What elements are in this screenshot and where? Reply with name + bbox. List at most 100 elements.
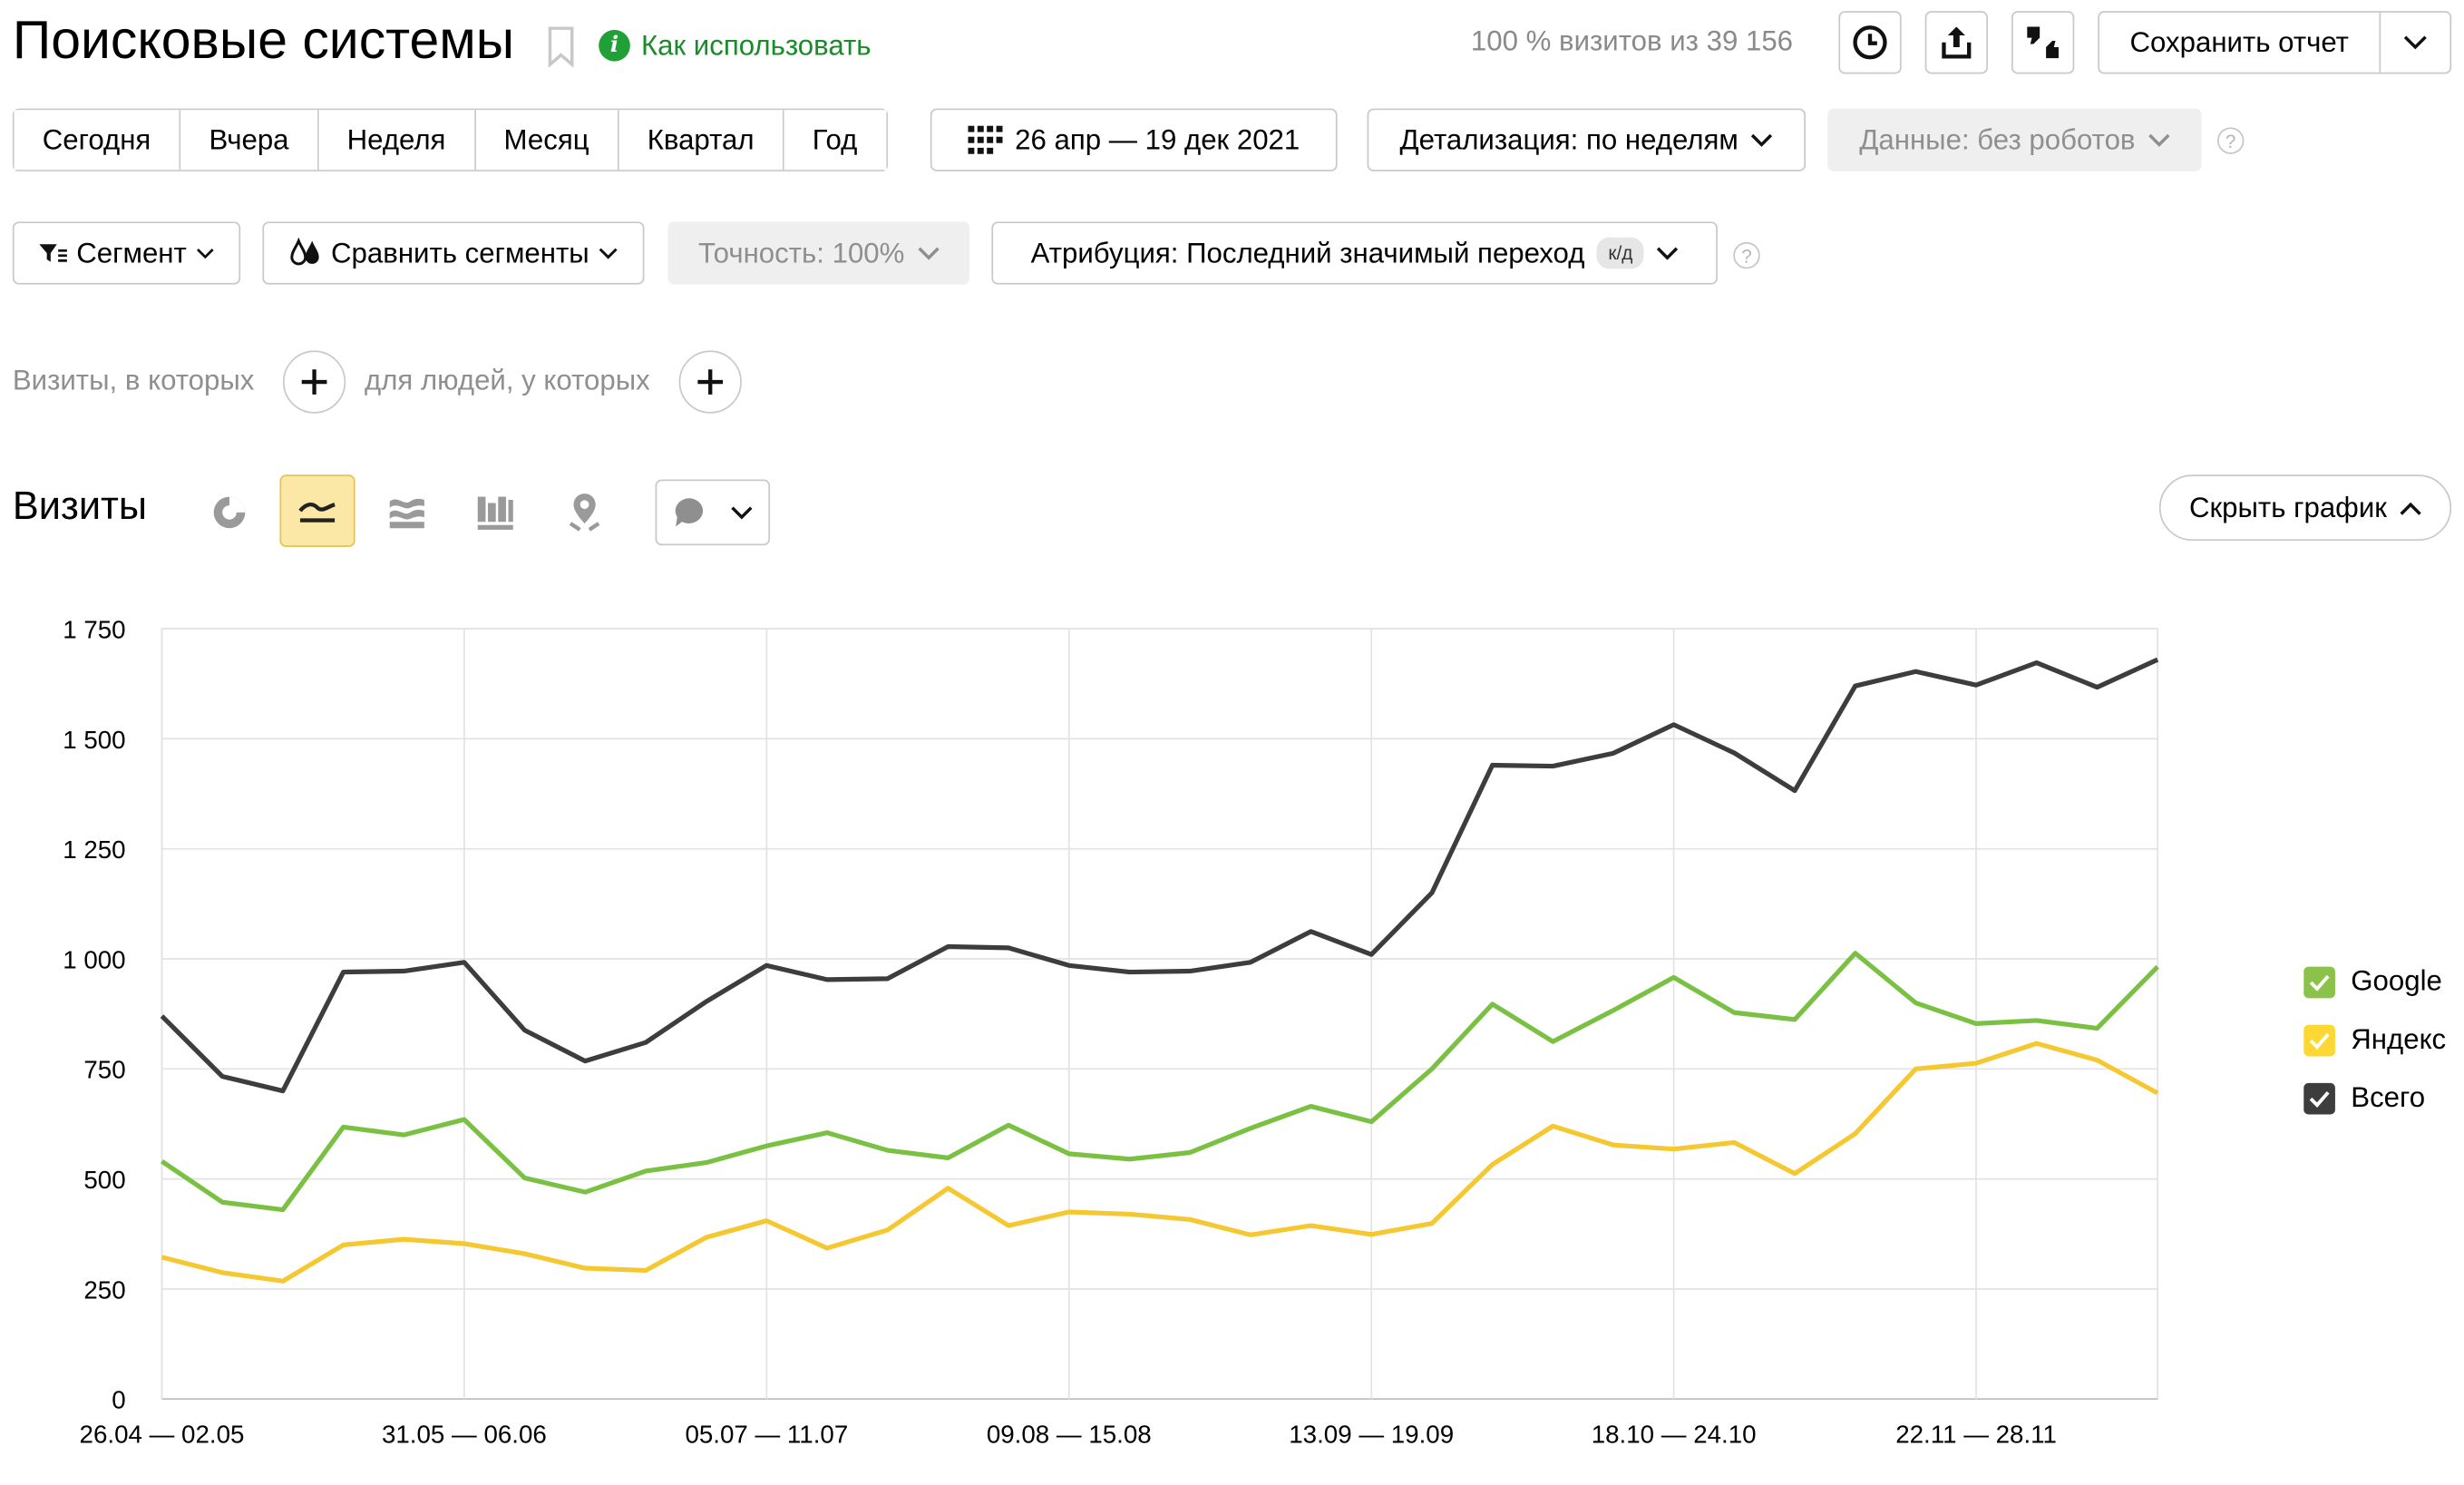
- period-selector: Сегодня Вчера Неделя Месяц Квартал Год: [12, 108, 888, 171]
- annotations-dropdown[interactable]: [655, 479, 771, 546]
- chevron-up-icon: [2400, 501, 2421, 514]
- compare-segments-dropdown[interactable]: Сравнить сегменты: [262, 221, 645, 285]
- x-tick-label: 26.04 — 02.05: [80, 1421, 245, 1449]
- people-condition-label: для людей, у которых: [365, 365, 650, 396]
- page-title: Поисковые системы: [12, 11, 515, 71]
- hide-chart-button[interactable]: Скрыть график: [2158, 474, 2452, 542]
- accuracy-label: Точность: 100%: [698, 236, 905, 269]
- legend-label: Всего: [2351, 1081, 2426, 1113]
- pie-chart-view-button[interactable]: [201, 484, 258, 541]
- attribution-label: Атрибуция: Последний значимый переход: [1030, 236, 1585, 269]
- bar-chart-view-button[interactable]: [467, 484, 523, 541]
- series-line-google[interactable]: [161, 951, 2159, 1213]
- export-button[interactable]: [1924, 11, 1988, 74]
- chevron-down-icon: [731, 505, 753, 519]
- y-tick-label: 0: [112, 1386, 125, 1414]
- attribution-badge: к/д: [1597, 237, 1644, 269]
- segment-label: Сегмент: [76, 236, 187, 269]
- how-to-use-link[interactable]: i Как использовать: [599, 26, 872, 64]
- segment-dropdown[interactable]: Сегмент: [12, 221, 241, 285]
- period-quarter[interactable]: Квартал: [618, 110, 784, 171]
- help-icon[interactable]: ?: [2216, 127, 2245, 154]
- pie-chart-icon: [213, 496, 246, 529]
- legend-label: Яндекс: [2351, 1023, 2447, 1055]
- y-tick-label: 1 500: [63, 726, 125, 754]
- y-tick-label: 500: [83, 1166, 125, 1194]
- plus-icon: [697, 369, 724, 395]
- visits-share-text: 100 % визитов из 39 156: [1470, 24, 1794, 57]
- x-tick-label: 09.08 — 15.08: [987, 1421, 1152, 1449]
- legend-item-total[interactable]: Всего: [2303, 1081, 2446, 1114]
- calendar-icon: [968, 125, 1003, 154]
- thumbs-icon: [2027, 26, 2059, 59]
- checkbox-icon[interactable]: [2303, 1082, 2335, 1114]
- line-chart-icon: [298, 503, 336, 523]
- data-filter-label: Данные: без роботов: [1859, 123, 2136, 155]
- bar-chart-icon: [477, 496, 513, 530]
- series-line-total[interactable]: [160, 657, 2159, 1094]
- save-options-dropdown[interactable]: [2381, 13, 2449, 73]
- save-report-button[interactable]: Сохранить отчет: [2098, 11, 2452, 74]
- period-month[interactable]: Месяц: [475, 110, 619, 171]
- comment-icon: [675, 498, 704, 527]
- x-tick-label: 22.11 — 28.11: [1895, 1421, 2057, 1449]
- chevron-down-icon: [1751, 132, 1773, 147]
- help-icon[interactable]: ?: [1733, 241, 1760, 269]
- add-visit-condition-button[interactable]: [282, 350, 346, 414]
- section-title: Визиты: [12, 484, 148, 529]
- attribution-dropdown[interactable]: Атрибуция: Последний значимый переход к/…: [991, 221, 1718, 285]
- chevron-down-icon: [2147, 132, 2170, 147]
- x-tick-label: 18.10 — 24.10: [1592, 1421, 1757, 1449]
- hide-chart-label: Скрыть график: [2188, 491, 2387, 523]
- series-line-yandex[interactable]: [161, 1040, 2159, 1284]
- date-range-button[interactable]: 26 апр — 19 дек 2021: [930, 108, 1338, 171]
- period-week[interactable]: Неделя: [318, 110, 476, 171]
- visits-condition-label: Визиты, в которых: [12, 365, 255, 396]
- clock-icon: [1853, 25, 1887, 60]
- filter-icon: [39, 244, 67, 262]
- add-people-condition-button[interactable]: [678, 350, 742, 414]
- accuracy-dropdown[interactable]: Точность: 100%: [667, 221, 970, 285]
- map-view-button[interactable]: [556, 484, 612, 541]
- history-button[interactable]: [1838, 11, 1902, 74]
- plus-icon: [301, 369, 327, 395]
- map-pin-icon: [569, 493, 600, 532]
- detail-dropdown[interactable]: Детализация: по неделям: [1367, 108, 1806, 171]
- checkbox-icon[interactable]: [2303, 1023, 2335, 1056]
- save-report-label[interactable]: Сохранить отчет: [2099, 12, 2381, 73]
- y-tick-label: 1 000: [63, 945, 125, 973]
- period-yesterday[interactable]: Вчера: [180, 110, 319, 171]
- visits-line-chart: 0 250 500 750 1 000 1 250 1 500 1 750 26.04 — 02…: [63, 616, 2159, 1449]
- share-icon: [1942, 26, 1972, 59]
- period-year[interactable]: Год: [784, 110, 886, 171]
- legend-item-yandex[interactable]: Яндекс: [2303, 1023, 2446, 1056]
- feedback-button[interactable]: [2011, 11, 2075, 74]
- checkbox-icon[interactable]: [2303, 965, 2335, 998]
- how-to-use-label: Как использовать: [640, 29, 872, 61]
- x-tick-label: 05.07 — 11.07: [685, 1421, 848, 1449]
- info-icon: i: [599, 29, 630, 62]
- date-range-label: 26 апр — 19 дек 2021: [1015, 123, 1300, 155]
- bookmark-icon[interactable]: [547, 26, 575, 68]
- chevron-down-icon: [599, 247, 618, 259]
- legend-label: Google: [2351, 964, 2442, 997]
- compare-segments-label: Сравнить сегменты: [331, 236, 589, 269]
- line-chart-view-button[interactable]: [279, 474, 355, 548]
- chevron-down-icon: [1656, 246, 1679, 259]
- y-tick-label: 1 250: [63, 835, 125, 864]
- x-tick-label: 31.05 — 06.06: [382, 1421, 547, 1449]
- x-tick-label: 13.09 — 19.09: [1289, 1421, 1454, 1449]
- y-tick-label: 250: [83, 1275, 125, 1304]
- chevron-down-icon: [2403, 35, 2427, 50]
- y-tick-label: 750: [83, 1056, 125, 1084]
- detail-label: Детализация: по неделям: [1399, 123, 1738, 155]
- chevron-down-icon: [196, 248, 214, 259]
- plot-area: [161, 628, 2159, 1401]
- chevron-down-icon: [917, 246, 940, 259]
- chart-legend: Google Яндекс Всего: [2303, 965, 2446, 1115]
- drops-icon: [290, 237, 319, 266]
- period-today[interactable]: Сегодня: [14, 110, 181, 171]
- data-filter-dropdown[interactable]: Данные: без роботов: [1827, 108, 2202, 171]
- area-chart-view-button[interactable]: [379, 484, 435, 541]
- legend-item-google[interactable]: Google: [2303, 965, 2446, 998]
